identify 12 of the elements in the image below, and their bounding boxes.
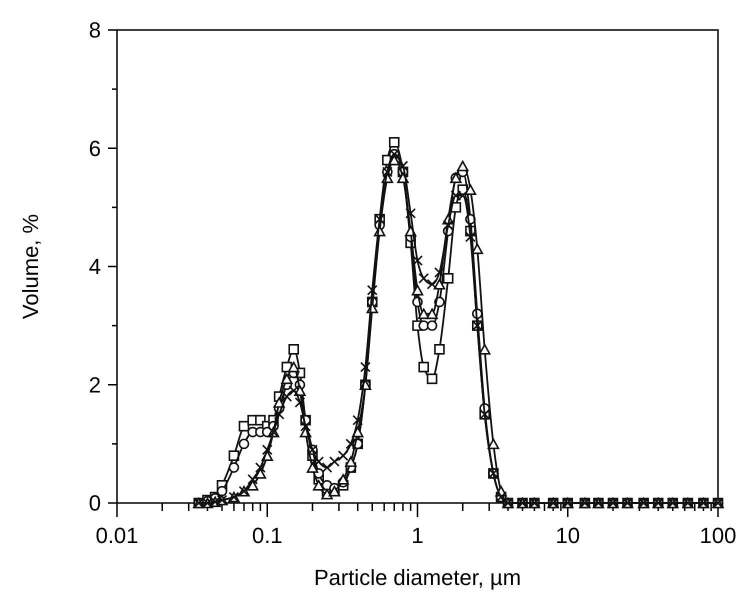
x-axis-title: Particle diameter, µm <box>314 565 522 590</box>
y-tick-label: 8 <box>88 18 101 43</box>
y-tick-label: 0 <box>88 490 101 516</box>
y-tick-label: 6 <box>88 136 101 161</box>
x-tick-label: 1 <box>411 523 424 548</box>
x-tick-label: 100 <box>700 523 736 548</box>
y-tick-label: 2 <box>88 372 101 398</box>
x-tick-label: 0.1 <box>252 523 283 548</box>
y-axis-title: Volume, % <box>18 214 43 320</box>
x-tick-label: 10 <box>556 523 580 548</box>
y-tick-label: 4 <box>88 254 101 280</box>
x-tick-label: 0.01 <box>96 523 138 548</box>
